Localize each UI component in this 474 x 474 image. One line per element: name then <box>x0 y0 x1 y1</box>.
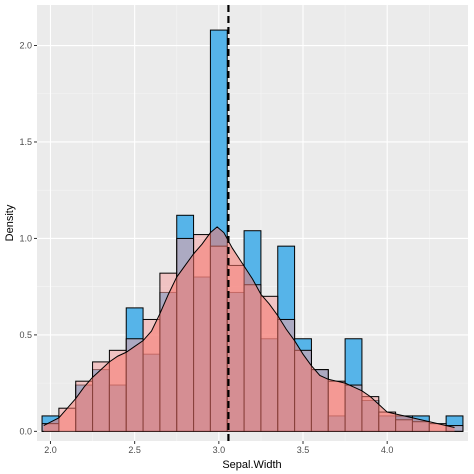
density-area <box>43 226 455 432</box>
y-tick-label: 2.0 <box>19 41 32 51</box>
axis-tick-labels: 2.0 2.5 3.0 3.5 4.0 0.0 0.5 1.0 1.5 2.0 <box>19 41 393 455</box>
y-tick-label: 0.5 <box>19 330 32 340</box>
x-tick-label: 3.0 <box>213 445 226 455</box>
y-tick-label: 1.5 <box>19 137 32 147</box>
x-axis-title: Sepal.Width <box>222 459 281 471</box>
y-axis-title: Density <box>4 204 16 241</box>
density-layer <box>43 5 455 441</box>
axis-ticks <box>34 45 388 444</box>
y-tick-label: 0.0 <box>19 426 32 436</box>
y-tick-label: 1.0 <box>19 233 32 243</box>
x-tick-label: 3.5 <box>297 445 310 455</box>
x-tick-label: 2.5 <box>128 445 141 455</box>
x-tick-label: 2.0 <box>44 445 57 455</box>
density-curve <box>43 226 455 428</box>
x-tick-label: 4.0 <box>381 445 394 455</box>
